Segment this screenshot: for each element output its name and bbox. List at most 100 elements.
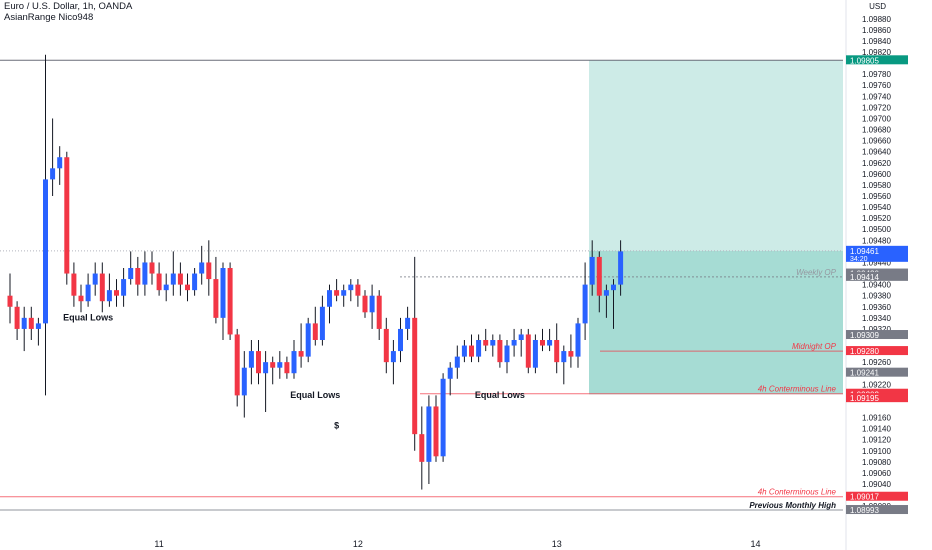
candle-body: [603, 290, 609, 296]
candle-body: [461, 345, 467, 357]
price-badge: [846, 271, 908, 281]
candle-body: [532, 340, 538, 368]
candle-body: [192, 273, 198, 291]
price-badge-value: 1.09280: [850, 347, 879, 356]
annotation-label: Equal Lows: [475, 390, 525, 400]
y-tick-label: 1.09580: [862, 181, 891, 190]
candle-body: [582, 284, 588, 324]
candle-body: [426, 406, 432, 462]
y-tick-label: 1.09260: [862, 358, 891, 367]
candle-body: [106, 290, 112, 302]
candle-body: [28, 317, 34, 329]
candle-body: [305, 323, 311, 357]
x-tick-label: 12: [353, 539, 363, 549]
candle-body: [369, 295, 375, 313]
candle-body: [383, 328, 389, 363]
candle-body: [440, 378, 446, 457]
candle-body: [469, 345, 474, 357]
y-tick-label: 1.09520: [862, 214, 891, 223]
y-tick-label: 1.09360: [862, 303, 891, 312]
candle-body: [149, 262, 155, 274]
y-tick-label: 1.09720: [862, 103, 891, 112]
y-tick-label: 1.09100: [862, 447, 891, 456]
candle-body: [114, 290, 119, 296]
candle-body: [362, 295, 368, 313]
candle-body: [483, 340, 489, 346]
candle-body: [163, 284, 169, 291]
candle-body: [213, 279, 219, 318]
candle-body: [21, 317, 27, 329]
price-line-label: Midnight OP: [792, 342, 837, 351]
candle-body: [35, 323, 41, 329]
candle-body: [319, 306, 325, 340]
candle-body: [575, 323, 581, 357]
y-tick-label: 1.09700: [862, 114, 891, 123]
candle-body: [454, 356, 460, 368]
candle-body: [241, 367, 247, 396]
x-tick-label: 13: [552, 539, 562, 549]
candle-body: [92, 273, 98, 285]
price-line-label: 4h Conterminous Line: [758, 385, 837, 394]
y-tick-label: 1.09680: [862, 126, 891, 135]
candle-body: [376, 295, 382, 329]
y-tick-label: 1.09040: [862, 480, 891, 489]
y-tick-label: 1.09880: [862, 15, 891, 24]
candle-body: [419, 434, 425, 462]
candle-body: [227, 268, 233, 335]
candle-body: [85, 284, 91, 302]
candle-body: [170, 273, 176, 285]
candle-body: [618, 251, 624, 285]
price-badge-value: 1.08993: [850, 506, 879, 515]
y-tick-label: 1.09860: [862, 26, 891, 35]
candle-body: [177, 273, 183, 285]
price-badge: [846, 367, 908, 377]
candle-body: [341, 290, 347, 296]
annotation-label: Equal Lows: [63, 313, 113, 323]
candle-body: [412, 317, 418, 435]
candle-body: [540, 340, 545, 346]
candle-body: [43, 179, 48, 324]
y-tick-label: 1.09140: [862, 425, 891, 434]
candle-body: [525, 334, 531, 368]
candle-body: [7, 295, 13, 307]
y-tick-label: 1.09540: [862, 203, 891, 212]
y-tick-label: 1.09400: [862, 281, 891, 290]
target-zone: [589, 60, 843, 251]
candle-body: [447, 367, 453, 379]
candle-body: [50, 168, 56, 180]
annotation-label: $: [334, 421, 339, 431]
candle-body: [355, 284, 361, 296]
candle-body: [206, 262, 212, 280]
candle-body: [156, 273, 162, 291]
candle-body: [57, 157, 63, 169]
candle-body: [327, 290, 332, 307]
y-tick-label: 1.09760: [862, 81, 891, 90]
candle-body: [248, 351, 254, 368]
y-tick-label: 1.09440: [862, 258, 891, 267]
price-line-label: Previous Monthly High: [749, 501, 836, 510]
candle-body: [277, 362, 283, 368]
candle-body: [234, 334, 240, 396]
symbol-title: Euro / U.S. Dollar, 1h, OANDA: [4, 1, 133, 12]
candle-body: [390, 351, 396, 363]
price-line-label: 4h Conterminous Line: [758, 488, 837, 497]
price-line-label: Weekly OP: [796, 268, 837, 277]
candle-body: [135, 268, 141, 285]
y-tick-label: 1.09480: [862, 236, 891, 245]
candle-body: [561, 351, 567, 363]
y-tick-label: 1.09620: [862, 159, 891, 168]
candle-body: [64, 157, 70, 274]
y-tick-label: 1.09320: [862, 325, 891, 334]
candle-body: [504, 345, 510, 363]
candle-body: [596, 256, 602, 296]
candle-body: [220, 268, 226, 318]
price-badge-value: 1.09309: [850, 331, 879, 340]
candle-body: [518, 334, 524, 340]
candle-body: [284, 362, 290, 374]
candle-body: [511, 340, 517, 346]
candle-body: [398, 328, 403, 352]
y-tick-label: 1.09080: [862, 458, 891, 467]
y-tick-label: 1.09380: [862, 292, 891, 301]
candle-body: [611, 284, 616, 291]
